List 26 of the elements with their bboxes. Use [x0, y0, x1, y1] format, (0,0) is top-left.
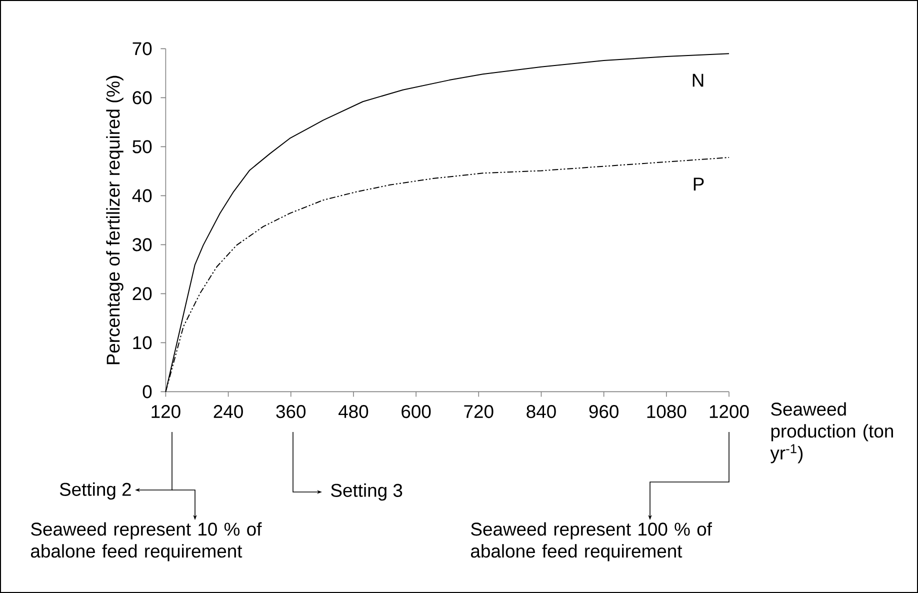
- x-tick-label: 840: [526, 405, 556, 418]
- series-label: P: [694, 178, 704, 190]
- y-tick-label: 10: [133, 336, 152, 350]
- x-tick-label: 360: [276, 405, 306, 418]
- y-tick-label: 30: [132, 238, 152, 252]
- series-label: N: [692, 74, 704, 87]
- x-tick-label: 600: [402, 405, 431, 418]
- y-tick-label: 0: [142, 385, 152, 398]
- y-tick-label: 20: [132, 287, 152, 300]
- y-axis-title: Percentage of fertilizer required (%): [106, 76, 124, 364]
- y-tick-label: 40: [132, 189, 152, 202]
- text: Setting 3: [331, 483, 402, 501]
- x-tick-label: 960: [589, 405, 618, 418]
- y-tick-label: 50: [132, 140, 152, 154]
- x-tick-label: 240: [214, 405, 243, 418]
- x-tick-label: 480: [338, 405, 368, 418]
- x-axis-title: Seaweed production (ton yr$^{-1}$): [770, 402, 893, 464]
- x-tick-label: 1200: [710, 405, 749, 418]
- x-tick-label: 1080: [647, 405, 686, 418]
- y-tick-label: 70: [132, 42, 152, 56]
- text: Setting 2: [60, 482, 131, 500]
- x-tick-label: 720: [464, 405, 494, 418]
- text: Seaweed represent 10 % of abalone feed requirement: [30, 522, 262, 562]
- text: Seaweed represent 100 % of abalone feed requirement: [470, 522, 712, 562]
- x-tick-label: 120: [152, 405, 180, 418]
- y-tick-label: 60: [132, 91, 152, 104]
